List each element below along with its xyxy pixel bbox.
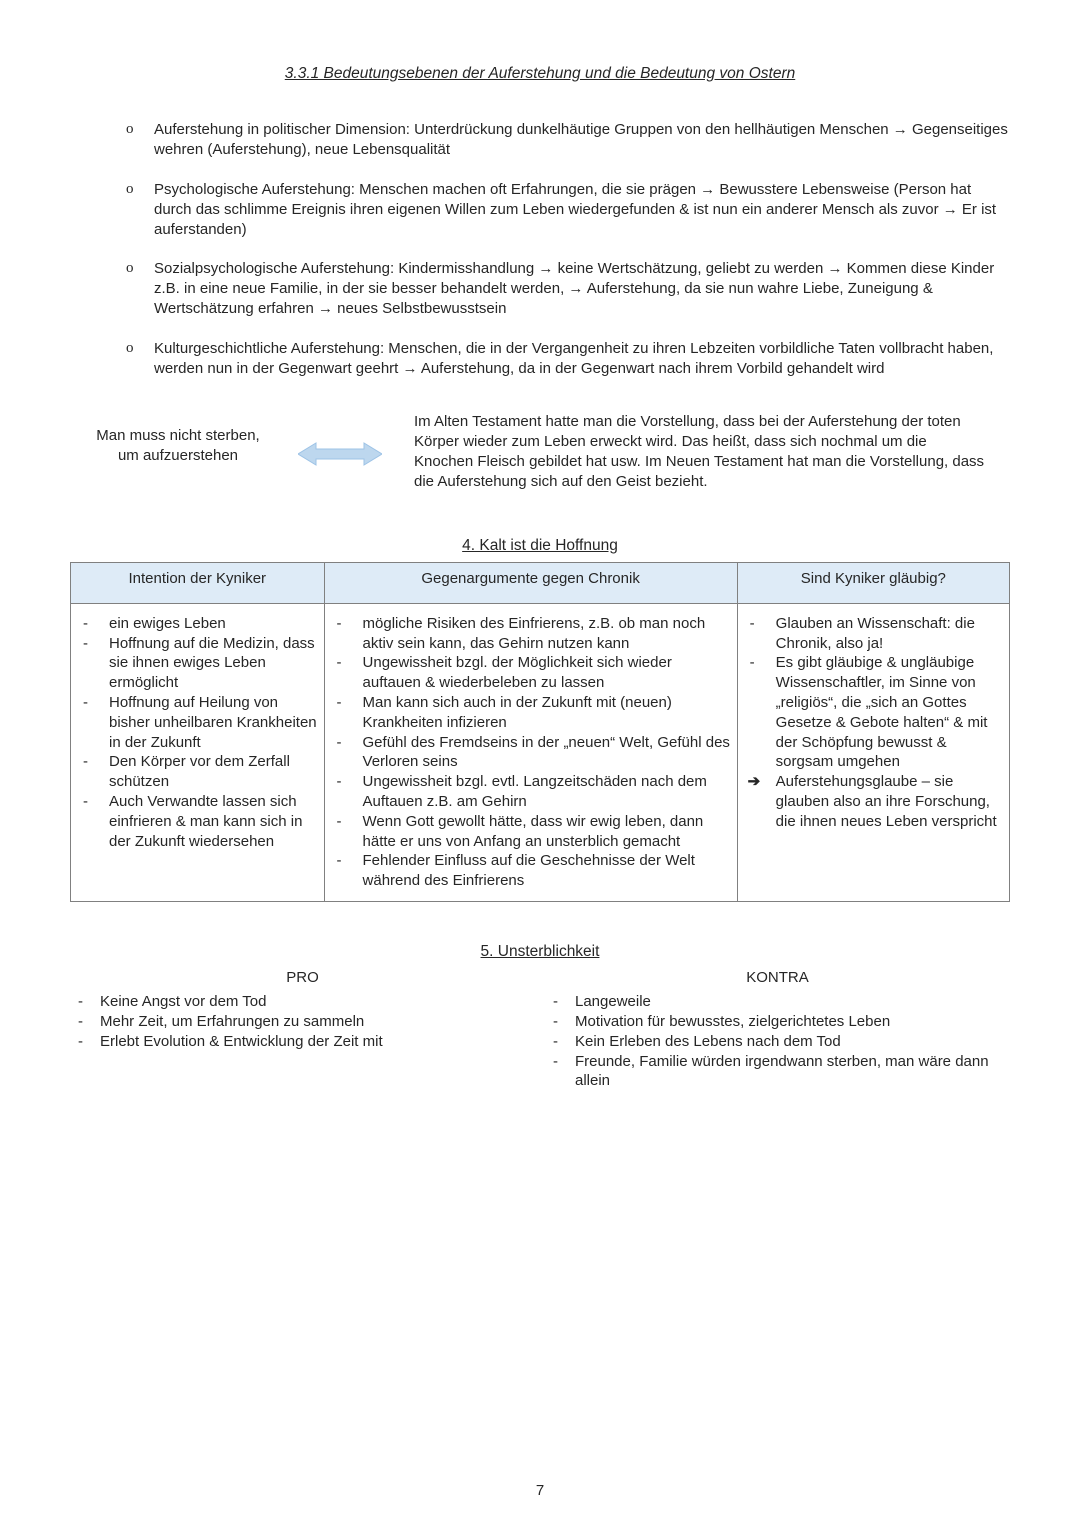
list-item: Erlebt Evolution & Entwicklung der Zeit …	[100, 1032, 535, 1052]
list-item: Man kann sich auch in der Zukunft mit (n…	[363, 693, 731, 733]
table-header: Gegenargumente gegen Chronik	[324, 563, 737, 604]
list-item: Auferstehung in politischer Dimension: U…	[128, 120, 1010, 160]
arrow-right-text: Im Alten Testament hatte man die Vorstel…	[414, 412, 990, 491]
list-item: Hoffnung auf Heilung von bisher unheilba…	[109, 693, 318, 752]
pro-label: PRO	[70, 968, 535, 988]
pro-contra: PRO Keine Angst vor dem TodMehr Zeit, um…	[70, 968, 1010, 1091]
heading-5: 5. Unsterblichkeit	[70, 942, 1010, 962]
list-item: Auch Verwandte lassen sich einfrieren & …	[109, 792, 318, 851]
list-item: Gefühl des Fremdseins in der „neuen“ Wel…	[363, 733, 731, 773]
list-item: Motivation für bewusstes, zielgerichtete…	[575, 1012, 1010, 1032]
section-title: 3.3.1 Bedeutungsebenen der Auferstehung …	[70, 64, 1010, 84]
kontra-list: LangeweileMotivation für bewusstes, ziel…	[545, 992, 1010, 1091]
list-item: Psychologische Auferstehung: Menschen ma…	[128, 180, 1010, 239]
list-item: Mehr Zeit, um Erfahrungen zu sammeln	[100, 1012, 535, 1032]
heading-4: 4. Kalt ist die Hoffnung	[70, 536, 1010, 556]
list-item: Wenn Gott gewollt hätte, dass wir ewig l…	[363, 812, 731, 852]
table-cell: Glauben an Wissenschaft: die Chronik, al…	[737, 603, 1009, 901]
list-item: Kulturgeschichtliche Auferstehung: Mensc…	[128, 339, 1010, 379]
list-item: Den Körper vor dem Zerfall schützen	[109, 752, 318, 792]
list-item: Hoffnung auf die Medizin, dass sie ihnen…	[109, 634, 318, 693]
list-item: Ungewissheit bzgl. evtl. Langzeitschäden…	[363, 772, 731, 812]
list-item: Fehlender Einfluss auf die Geschehnisse …	[363, 851, 731, 891]
resurrection-dimensions-list: Auferstehung in politischer Dimension: U…	[70, 120, 1010, 378]
kyniker-table: Intention der Kyniker Gegenargumente geg…	[70, 562, 1010, 902]
list-item: Sozialpsychologische Auferstehung: Kinde…	[128, 259, 1010, 318]
list-item: Es gibt gläubige & ungläubige Wissenscha…	[776, 653, 1003, 772]
table-cell: mögliche Risiken des Einfrierens, z.B. o…	[324, 603, 737, 901]
table-header: Sind Kyniker gläubig?	[737, 563, 1009, 604]
list-item: Freunde, Familie würden irgendwann sterb…	[575, 1052, 1010, 1092]
testament-comparison: Man muss nicht sterben, um aufzuerstehen…	[90, 412, 990, 491]
kontra-label: KONTRA	[545, 968, 1010, 988]
list-item: Keine Angst vor dem Tod	[100, 992, 535, 1012]
arrow-left-text: Man muss nicht sterben, um aufzuerstehen	[90, 412, 266, 466]
list-item: Langeweile	[575, 992, 1010, 1012]
list-item: Kein Erleben des Lebens nach dem Tod	[575, 1032, 1010, 1052]
list-item: Glauben an Wissenschaft: die Chronik, al…	[776, 614, 1003, 654]
table-header: Intention der Kyniker	[71, 563, 325, 604]
page-number: 7	[0, 1481, 1080, 1501]
table-cell: ein ewiges LebenHoffnung auf die Medizin…	[71, 603, 325, 901]
list-item: Auferstehungsglaube – sie glauben also a…	[776, 772, 1003, 831]
double-arrow-icon	[298, 440, 382, 468]
pro-list: Keine Angst vor dem TodMehr Zeit, um Erf…	[70, 992, 535, 1051]
list-item: ein ewiges Leben	[109, 614, 318, 634]
list-item: mögliche Risiken des Einfrierens, z.B. o…	[363, 614, 731, 654]
list-item: Ungewissheit bzgl. der Möglichkeit sich …	[363, 653, 731, 693]
